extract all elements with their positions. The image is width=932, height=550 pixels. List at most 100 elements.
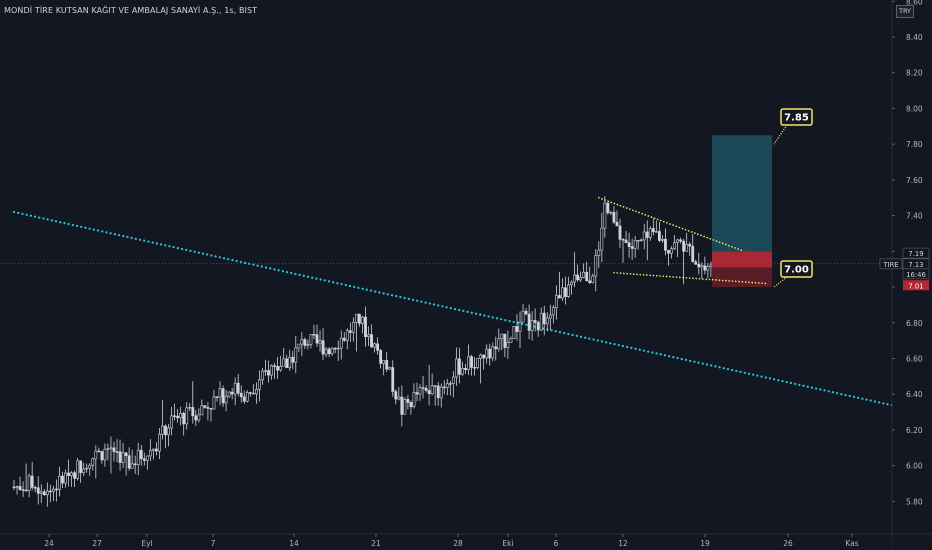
candle-body [291, 357, 295, 363]
descending-trendline[interactable] [12, 210, 925, 414]
candle-body [261, 370, 264, 381]
candle-body [273, 365, 276, 367]
candle-body [203, 405, 207, 408]
candle-body [551, 307, 555, 316]
candle-body [330, 347, 334, 355]
candle-body [221, 388, 225, 404]
price-tick-label: 6.40 [906, 390, 923, 399]
candle-body [215, 396, 219, 398]
falling-wedge-lines[interactable] [597, 196, 767, 285]
candle-body [497, 338, 501, 350]
candle-body [297, 343, 301, 349]
candle-body [345, 330, 349, 341]
candle-body [267, 370, 270, 376]
time-tick-label: Eyl [141, 539, 152, 548]
candle-body [64, 472, 67, 484]
candle-body [127, 455, 131, 469]
candle-body [194, 415, 198, 421]
candle-body [685, 243, 689, 252]
candle-body [354, 313, 358, 323]
candle-body [179, 412, 183, 419]
candle-body [630, 246, 634, 249]
price-tick-label: 6.20 [906, 426, 923, 435]
candle-body [288, 357, 292, 369]
candle-body [570, 281, 573, 286]
candle-body [530, 320, 534, 331]
candle-body [30, 475, 34, 488]
candle-body [358, 313, 361, 324]
candle-body [197, 414, 201, 421]
candle-body [336, 347, 340, 350]
candle-body [276, 366, 280, 371]
candle-body [606, 202, 610, 214]
candle-body [670, 248, 673, 254]
candle-body [458, 358, 461, 375]
candle-body [61, 475, 64, 484]
candle-body [500, 333, 504, 339]
candle-body [191, 407, 195, 417]
callout-pointer [773, 124, 788, 145]
candle-body [567, 284, 570, 297]
price-axis-tag [903, 280, 929, 291]
candle-body [121, 452, 125, 463]
candle-body [351, 322, 355, 333]
candle-body [479, 354, 483, 359]
candle-body [597, 249, 601, 256]
candle-body [303, 339, 307, 346]
candle-body [24, 489, 28, 492]
candle-body [509, 338, 513, 343]
candle-body [145, 455, 149, 461]
price-axis-tag-text: 7.19 [908, 250, 923, 258]
time-tick-label: Eki [502, 539, 513, 548]
candle-body [279, 365, 283, 371]
candle-body [133, 463, 137, 465]
candle-body [33, 487, 37, 489]
candle-body [58, 475, 61, 490]
candle-body [233, 382, 237, 395]
candle-body [700, 265, 704, 268]
candle-body [55, 488, 58, 491]
candle-body [518, 321, 522, 332]
candle-body [636, 240, 640, 242]
currency-badge[interactable]: TRY [896, 5, 914, 18]
candle-body [421, 387, 425, 389]
candle-body [115, 451, 119, 453]
candle-body [173, 415, 176, 417]
candle-body [661, 238, 664, 241]
time-tick-label: 12 [618, 539, 628, 548]
candle-body [582, 271, 586, 278]
candle-body [697, 263, 701, 268]
candle-body [306, 344, 310, 346]
candle-body [200, 405, 204, 416]
candle-body [470, 356, 473, 368]
candle-body [85, 467, 89, 470]
candle-body [12, 486, 16, 489]
candle-body [333, 347, 337, 350]
candle-body [382, 360, 386, 364]
candle-body [300, 339, 304, 345]
long-position-tool[interactable] [712, 135, 772, 288]
candle-body [282, 358, 286, 367]
candle-body [557, 295, 561, 299]
candle-body [430, 385, 434, 395]
candle-body [321, 340, 325, 355]
candle-body [433, 385, 437, 387]
candle-body [18, 486, 22, 491]
candle-body [521, 310, 525, 323]
candle-body [367, 334, 370, 338]
candle-body [482, 354, 486, 359]
candle-body [82, 468, 86, 473]
candle-body [118, 451, 122, 463]
candle-body [376, 343, 380, 351]
price-callouts[interactable]: 7.85 7.00 [773, 108, 813, 288]
candle-body [94, 450, 98, 460]
time-tick-label: 26 [783, 539, 793, 548]
candle-body [436, 385, 440, 399]
candle-body [36, 487, 40, 494]
candle-body [373, 343, 376, 348]
candle-body [667, 250, 670, 254]
candle-body [709, 264, 713, 268]
candle-body [100, 451, 104, 461]
time-axis[interactable]: 24 27 Eyl 7 14 21 28 Eki 6 12 19 26 Kas [0, 533, 932, 550]
